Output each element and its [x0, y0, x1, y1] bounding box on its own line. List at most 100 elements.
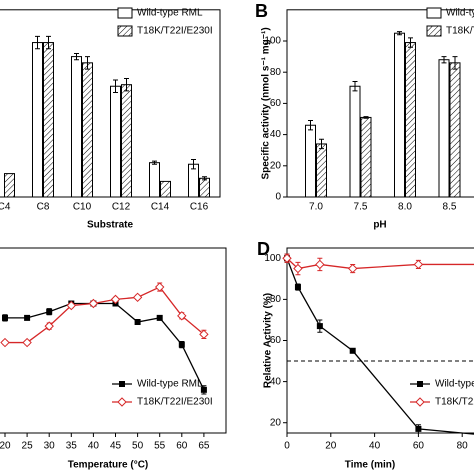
data-point — [66, 300, 77, 311]
error-bar — [441, 56, 447, 64]
legend-swatch — [117, 25, 133, 37]
bar — [160, 180, 171, 198]
x-axis-label: pH — [373, 220, 386, 231]
x-tick-label: 8.0 — [398, 202, 412, 213]
y-tick-label: 80 — [270, 67, 282, 78]
data-point — [293, 263, 303, 274]
y-tick-label: 20 — [270, 160, 282, 171]
y-axis-label: Specific activity (nmol s⁻¹ mg⁻¹) — [261, 27, 272, 179]
x-tick-label: 25 — [22, 441, 34, 452]
plot-frame — [0, 9, 221, 198]
y-axis-label: Relative Activity (%) — [263, 293, 274, 388]
y-tick-label: 60 — [270, 335, 282, 346]
x-tick-label: C16 — [190, 202, 209, 213]
x-tick-label: 35 — [66, 441, 78, 452]
y-tick-label: 100 — [264, 36, 281, 47]
error-bar — [202, 176, 207, 181]
bar — [316, 143, 327, 198]
x-tick-label: 65 — [198, 441, 210, 452]
x-tick-label: 20 — [0, 441, 11, 452]
data-point — [2, 314, 8, 321]
data-point — [413, 259, 424, 270]
x-tick-label: 60 — [176, 441, 188, 452]
data-point — [282, 253, 292, 263]
bar — [32, 42, 43, 198]
data-point — [316, 323, 323, 330]
data-point — [0, 337, 10, 348]
legend-label: Wild-type RML — [137, 8, 203, 19]
bar — [360, 116, 372, 198]
bar — [438, 59, 450, 198]
data-point — [199, 329, 209, 340]
error-bar — [191, 159, 196, 170]
data-point — [44, 321, 54, 331]
series-line — [5, 302, 205, 391]
x-tick-label: 55 — [154, 441, 166, 452]
legend-label: T18K/T22I/E230I — [435, 397, 474, 408]
x-tick-label: C8 — [37, 202, 50, 213]
x-axis-label: Temperature (°C) — [68, 460, 149, 471]
legend-swatch — [117, 7, 133, 19]
plot-frame — [0, 247, 227, 434]
legend-swatch — [426, 25, 442, 37]
y-tick-label: 40 — [270, 129, 282, 140]
error-bar — [397, 31, 402, 36]
bar — [305, 124, 316, 198]
y-tick-label: 60 — [270, 98, 282, 109]
bar — [405, 42, 416, 198]
error-bar — [124, 77, 129, 92]
error-bar — [352, 81, 358, 92]
legend-marker — [119, 381, 125, 387]
error-bar — [35, 35, 40, 50]
legend-marker — [117, 397, 127, 407]
error-bar — [74, 52, 79, 61]
data-point — [177, 311, 187, 321]
legend-label: T18K/T22I/E230I — [137, 397, 213, 408]
data-point — [22, 337, 32, 348]
data-point — [347, 263, 358, 274]
legend-label: Wild-type RML — [435, 379, 474, 390]
x-tick-label: 30 — [44, 441, 56, 452]
y-tick-label: 100 — [264, 253, 281, 264]
error-bar — [363, 116, 369, 119]
bar — [394, 32, 405, 198]
error-bar — [308, 120, 313, 131]
error-bar — [452, 56, 458, 70]
data-point — [156, 314, 163, 321]
x-tick-label: C12 — [112, 202, 131, 213]
x-tick-label: C4 — [0, 202, 11, 213]
x-tick-label: 40 — [88, 441, 100, 452]
x-tick-label: 7.0 — [309, 202, 323, 213]
series-line — [286, 257, 474, 270]
y-tick-label: 80 — [270, 294, 282, 305]
panel-label: D — [257, 239, 270, 259]
x-tick-label: 8.5 — [443, 202, 457, 213]
legend-label: Wild-type RML — [446, 8, 474, 19]
legend-marker — [417, 381, 423, 387]
x-axis-label: Time (min) — [345, 460, 395, 471]
error-bar — [85, 56, 90, 70]
error-bar — [319, 138, 324, 150]
y-tick-label: 40 — [270, 376, 282, 387]
x-tick-label: 45 — [110, 441, 122, 452]
bar — [82, 62, 93, 198]
series-line — [5, 286, 205, 344]
data-point — [415, 425, 422, 432]
data-point — [154, 282, 165, 292]
x-axis-label: Substrate — [87, 220, 134, 231]
bar — [149, 162, 160, 198]
data-point — [200, 386, 207, 393]
x-tick-label: 20 — [325, 441, 337, 452]
data-point — [349, 347, 356, 354]
bar — [4, 173, 15, 198]
data-point — [110, 294, 121, 305]
data-point — [132, 292, 143, 303]
legend-label: T18K/T22I/E230I — [137, 26, 213, 37]
x-tick-label: 0 — [284, 441, 290, 452]
x-tick-label: 40 — [369, 441, 381, 452]
data-point — [88, 298, 99, 309]
data-point — [178, 341, 185, 348]
error-bar — [46, 35, 51, 50]
